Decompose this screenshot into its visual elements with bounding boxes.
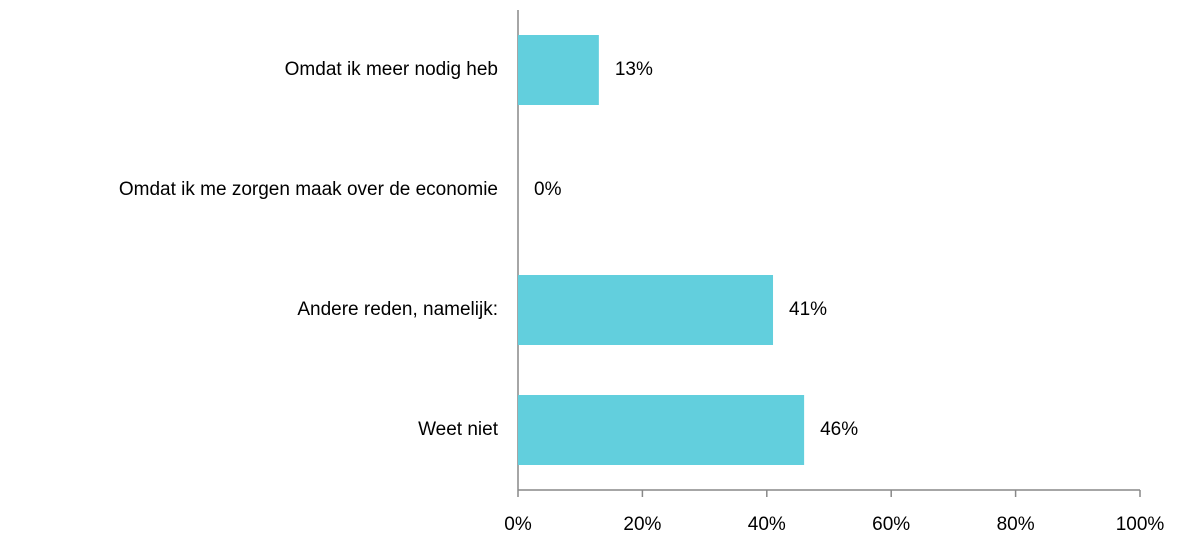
x-tick-label: 100%: [1116, 514, 1165, 535]
value-label: 0%: [534, 179, 562, 200]
x-tick-label: 0%: [504, 514, 532, 535]
value-label: 13%: [615, 59, 653, 80]
x-tick-label: 40%: [748, 514, 786, 535]
value-label: 46%: [820, 419, 858, 440]
x-tick-label: 80%: [997, 514, 1035, 535]
category-label: Omdat ik me zorgen maak over de economie: [119, 179, 498, 200]
bar: [518, 35, 599, 105]
value-label: 41%: [789, 299, 827, 320]
category-label: Andere reden, namelijk:: [297, 299, 498, 320]
bar: [518, 395, 805, 465]
category-label: Weet niet: [418, 419, 499, 440]
bar: [518, 275, 774, 345]
category-label: Omdat ik meer nodig heb: [285, 59, 498, 80]
x-tick-label: 20%: [623, 514, 661, 535]
x-tick-label: 60%: [872, 514, 910, 535]
